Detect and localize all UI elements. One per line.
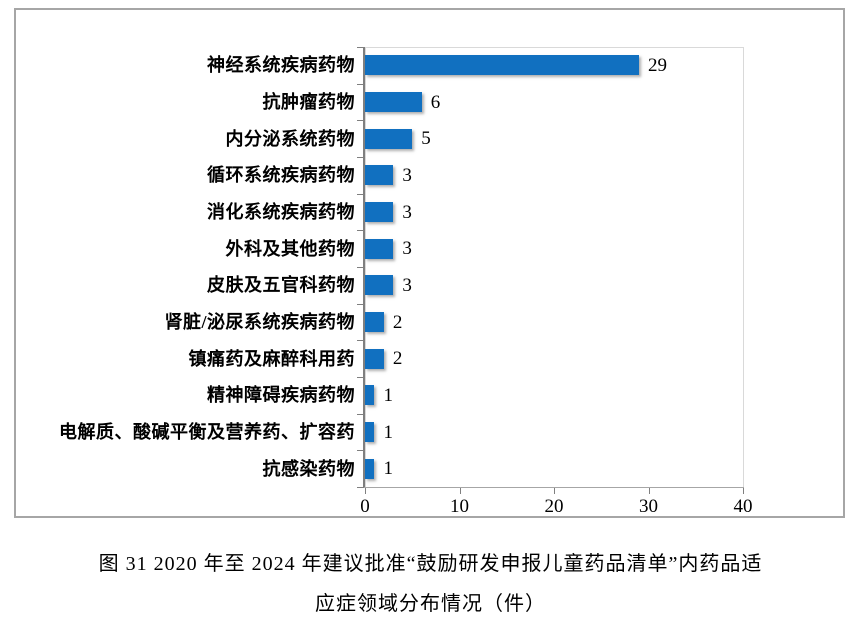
bar-area: 3	[365, 267, 743, 304]
x-tick-label: 40	[733, 496, 753, 517]
x-axis-tick	[365, 488, 366, 494]
x-axis-line	[363, 487, 744, 488]
bar	[365, 92, 422, 112]
y-axis-tick	[357, 193, 364, 195]
value-label: 3	[402, 274, 412, 296]
bar	[365, 55, 640, 76]
bar-area: 1	[365, 450, 743, 487]
y-axis-tick	[357, 413, 364, 415]
figure-caption-line2: 应症领域分布情况（件）	[315, 593, 546, 615]
y-axis-tick	[357, 120, 364, 122]
bar	[365, 238, 394, 259]
bar-row: 精神障碍疾病药物 1	[16, 377, 743, 414]
figure-caption-line1: 图 31 2020 年至 2024 年建议批准“鼓励研发申报儿童药品清单”内药品…	[98, 553, 763, 575]
chart-frame: 神经系统疾病药物 29 抗肿瘤药物 6 内分泌系统药物 5 循环系统疾病药物 3 消化系统疾病药…	[14, 8, 845, 518]
value-label: 1	[383, 458, 393, 480]
value-label: 2	[392, 311, 403, 333]
x-axis-tick	[459, 488, 461, 494]
bar-row: 皮肤及五官科药物 3	[16, 267, 743, 304]
x-axis-tick	[554, 488, 555, 494]
category-label: 消化系统疾病药物	[207, 202, 355, 223]
value-label: 1	[383, 384, 393, 406]
y-axis-tick	[357, 230, 364, 232]
bar	[365, 348, 384, 369]
bar-row: 电解质、酸碱平衡及营养药、扩容药 1	[16, 414, 743, 451]
bar-row: 内分泌系统药物 5	[16, 120, 743, 157]
y-axis-tick	[357, 303, 364, 305]
bar-row: 肾脏/泌尿系统疾病药物 2	[16, 304, 743, 341]
y-axis-tick	[357, 487, 364, 488]
category-label: 肾脏/泌尿系统疾病药物	[164, 312, 355, 333]
bar-area: 1	[365, 414, 743, 451]
x-tick-label: 10	[450, 496, 469, 517]
y-axis-line	[363, 47, 365, 488]
bar	[365, 202, 394, 223]
figure-caption: 图 31 2020 年至 2024 年建议批准“鼓励研发申报儿童药品清单”内药品…	[0, 544, 861, 624]
x-axis-tick	[743, 488, 744, 494]
value-label: 5	[421, 128, 431, 150]
category-label: 外科及其他药物	[225, 238, 355, 259]
bar-rows-container: 神经系统疾病药物 29 抗肿瘤药物 6 内分泌系统药物 5 循环系统疾病药物 3 消化系统疾病药…	[16, 47, 743, 487]
bar	[365, 385, 375, 406]
bar-area: 29	[365, 47, 743, 84]
x-tick-label: 0	[360, 496, 370, 517]
x-tick-label: 20	[544, 496, 564, 517]
bar-area: 6	[365, 84, 743, 121]
y-axis-tick	[357, 157, 364, 158]
bar	[365, 275, 394, 296]
x-tick-label: 30	[639, 496, 658, 517]
bar-area: 1	[365, 377, 743, 414]
x-axis-tick	[648, 488, 650, 494]
category-label: 皮肤及五官科药物	[207, 275, 355, 296]
bar	[365, 312, 384, 333]
bar-row: 抗感染药物 1	[16, 450, 743, 487]
value-label: 1	[383, 421, 393, 443]
bar-row: 消化系统疾病药物 3	[16, 194, 743, 231]
bar-area: 2	[365, 304, 743, 341]
bar-area: 3	[365, 157, 743, 194]
bar-area: 3	[365, 230, 743, 267]
bar-row: 循环系统疾病药物 3	[16, 157, 743, 194]
y-axis-tick	[357, 377, 364, 378]
bar-row: 抗肿瘤药物 6	[16, 84, 743, 121]
category-label: 神经系统疾病药物	[207, 55, 355, 76]
value-label: 3	[402, 201, 412, 223]
y-axis-tick	[357, 47, 364, 48]
y-axis-tick	[357, 267, 364, 268]
y-axis-tick	[357, 450, 364, 452]
y-axis-tick	[357, 340, 364, 342]
bar	[365, 458, 375, 479]
bar	[365, 165, 394, 186]
y-axis-tick	[357, 83, 364, 85]
bar	[365, 422, 375, 443]
category-label: 抗肿瘤药物	[262, 92, 355, 112]
bar-row: 神经系统疾病药物 29	[16, 47, 743, 84]
category-label: 抗感染药物	[262, 458, 355, 479]
value-label: 3	[402, 164, 412, 186]
bar-area: 5	[365, 120, 743, 157]
value-label: 3	[402, 238, 412, 260]
category-label: 电解质、酸碱平衡及营养药、扩容药	[59, 422, 355, 443]
value-label: 2	[392, 348, 403, 370]
bar-row: 镇痛药及麻醉科用药 2	[16, 340, 743, 377]
bar-row: 外科及其他药物 3	[16, 230, 743, 267]
bar-area: 3	[365, 194, 743, 231]
value-label: 6	[430, 91, 441, 113]
category-label: 镇痛药及麻醉科用药	[188, 348, 355, 369]
value-label: 29	[648, 54, 668, 76]
category-label: 内分泌系统药物	[225, 128, 355, 149]
category-label: 精神障碍疾病药物	[207, 385, 355, 406]
bar	[365, 128, 413, 149]
category-label: 循环系统疾病药物	[207, 165, 355, 186]
bar-area: 2	[365, 340, 743, 377]
